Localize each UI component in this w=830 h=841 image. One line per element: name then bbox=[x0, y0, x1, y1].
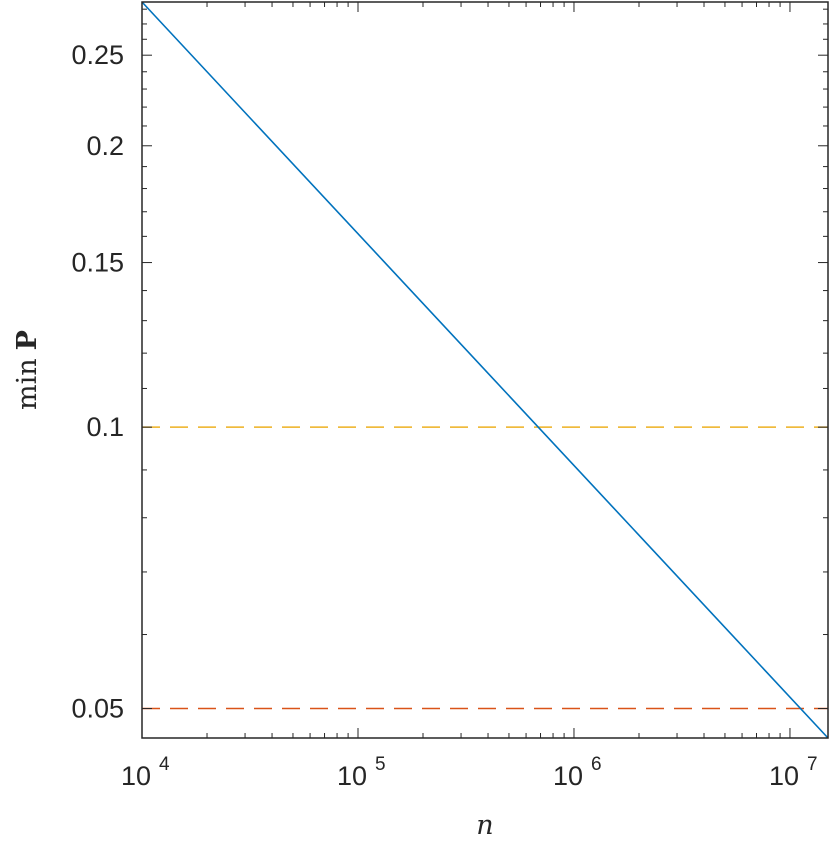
axis-ticks bbox=[141, 2, 828, 738]
x-axis-label: n bbox=[476, 810, 493, 841]
x-tick-label: 10 7 bbox=[769, 754, 818, 791]
y-axis-label-prefix: min bbox=[12, 358, 43, 410]
x-tick-label: 10 4 bbox=[121, 754, 170, 791]
x-tick-base: 10 bbox=[337, 761, 367, 791]
tick-labels: 10 4 10 5 10 6 10 7 0.05 0.1 0.15 0.2 0.25 bbox=[71, 40, 817, 791]
x-tick-exponent: 6 bbox=[591, 754, 602, 775]
y-axis-label: min P bbox=[12, 330, 43, 410]
series-line-0 bbox=[141, 1, 829, 739]
axes-box bbox=[141, 1, 829, 739]
svg-text:minP: min P bbox=[12, 330, 43, 410]
y-axis-label-symbol: P bbox=[12, 330, 43, 350]
y-tick-label: 0.1 bbox=[86, 412, 124, 442]
y-tick-label: 0.15 bbox=[71, 248, 124, 278]
x-tick-base: 10 bbox=[769, 761, 799, 791]
x-tick-label: 10 5 bbox=[337, 754, 386, 791]
y-tick-label: 0.2 bbox=[86, 131, 124, 161]
x-tick-exponent: 4 bbox=[159, 754, 170, 775]
x-tick-label: 10 6 bbox=[553, 754, 602, 791]
plot-area bbox=[141, 1, 829, 739]
x-tick-base: 10 bbox=[121, 761, 151, 791]
y-tick-label: 0.25 bbox=[71, 40, 124, 70]
x-tick-base: 10 bbox=[553, 761, 583, 791]
x-tick-exponent: 7 bbox=[807, 754, 818, 775]
x-tick-exponent: 5 bbox=[375, 754, 386, 775]
y-tick-label: 0.05 bbox=[71, 694, 124, 724]
